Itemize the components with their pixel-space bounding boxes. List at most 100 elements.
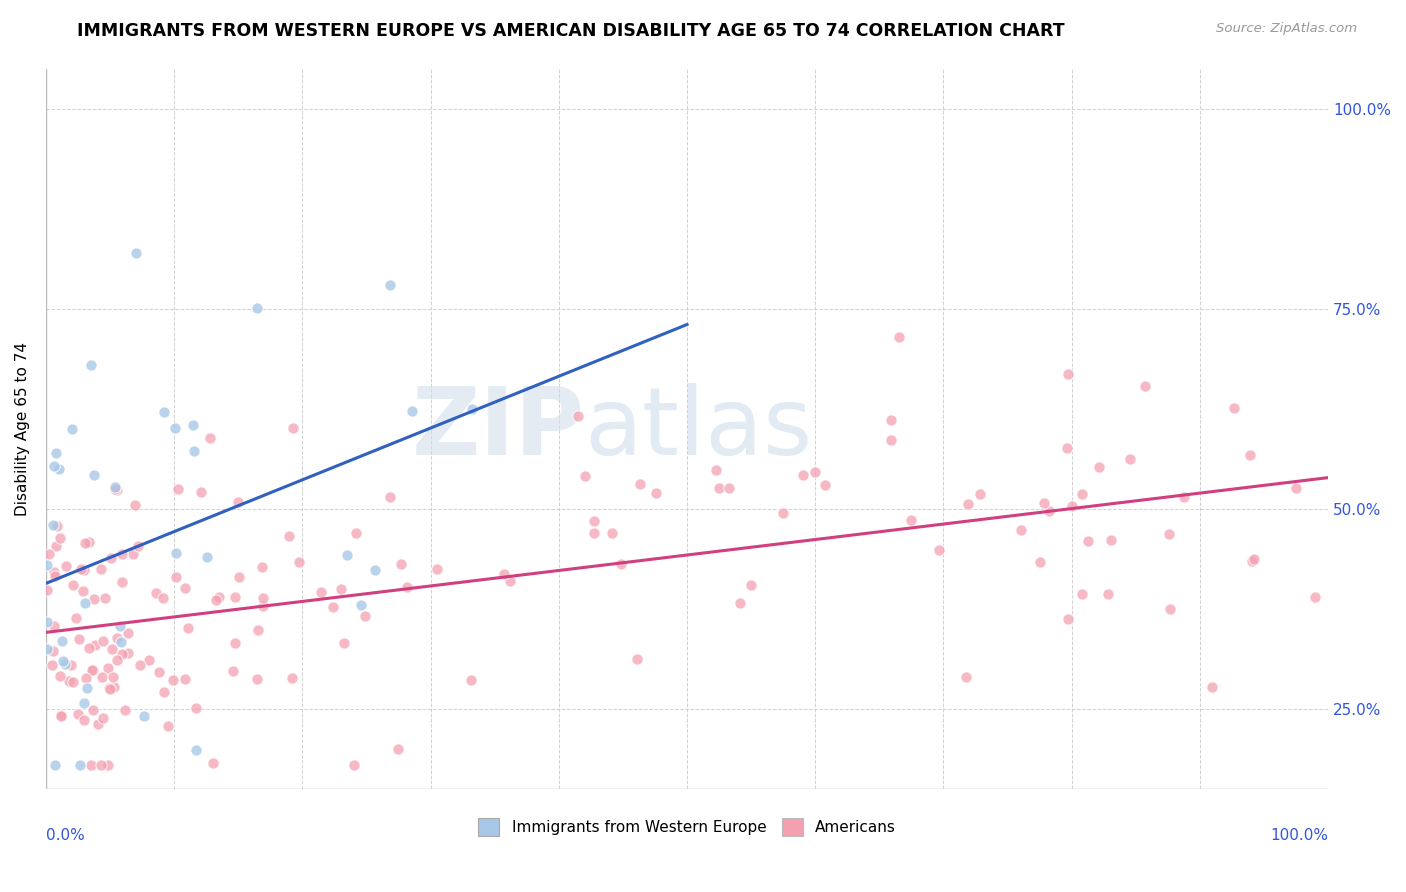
- Point: [1133, 379, 1156, 393]
- Point: [62, 675, 84, 690]
- Point: [201, 756, 224, 770]
- Text: Source: ZipAtlas.com: Source: ZipAtlas.com: [1216, 22, 1357, 36]
- Text: 0.0%: 0.0%: [46, 828, 84, 843]
- Point: [205, 592, 228, 607]
- Point: [626, 652, 648, 666]
- Point: [492, 566, 515, 581]
- Point: [900, 512, 922, 526]
- Point: [51, 634, 73, 648]
- Text: IMMIGRANTS FROM WESTERN EUROPE VS AMERICAN DISABILITY AGE 65 TO 74 CORRELATION C: IMMIGRANTS FROM WESTERN EUROPE VS AMERIC…: [77, 22, 1064, 40]
- Point: [395, 580, 418, 594]
- Point: [1285, 481, 1308, 495]
- Point: [53, 657, 76, 672]
- Point: [117, 647, 139, 661]
- Point: [90, 562, 112, 576]
- Point: [281, 421, 304, 435]
- Point: [48, 669, 70, 683]
- Point: [37, 582, 59, 597]
- Text: ZIP: ZIP: [412, 383, 585, 475]
- Point: [332, 636, 354, 650]
- Point: [73, 714, 96, 728]
- Point: [461, 402, 484, 417]
- Point: [75, 596, 97, 610]
- Point: [73, 536, 96, 550]
- Point: [44, 757, 66, 772]
- Point: [83, 468, 105, 483]
- Point: [207, 590, 229, 604]
- Point: [628, 477, 651, 491]
- Point: [37, 641, 59, 656]
- Point: [117, 626, 139, 640]
- Point: [354, 608, 377, 623]
- Point: [250, 560, 273, 574]
- Point: [105, 653, 128, 667]
- Point: [82, 703, 104, 717]
- Point: [1201, 680, 1223, 694]
- Point: [93, 634, 115, 648]
- Point: [1119, 452, 1142, 467]
- Point: [134, 709, 156, 723]
- Point: [108, 619, 131, 633]
- Point: [1028, 555, 1050, 569]
- Point: [97, 661, 120, 675]
- Point: [69, 562, 91, 576]
- Point: [1241, 554, 1264, 568]
- Point: [82, 663, 104, 677]
- Point: [1173, 490, 1195, 504]
- Point: [460, 673, 482, 687]
- Point: [138, 653, 160, 667]
- Point: [100, 551, 122, 566]
- Point: [177, 621, 200, 635]
- Point: [110, 635, 132, 649]
- Point: [728, 596, 751, 610]
- Point: [364, 563, 387, 577]
- Point: [83, 592, 105, 607]
- Point: [67, 706, 90, 721]
- Point: [44, 569, 66, 583]
- Point: [378, 491, 401, 505]
- Point: [252, 591, 274, 606]
- Point: [122, 547, 145, 561]
- Point: [42, 644, 65, 658]
- Point: [181, 418, 204, 433]
- Point: [957, 497, 980, 511]
- Point: [336, 548, 359, 562]
- Point: [344, 525, 367, 540]
- Point: [41, 658, 63, 673]
- Point: [278, 529, 301, 543]
- Point: [707, 481, 730, 495]
- Point: [105, 483, 128, 497]
- Point: [59, 658, 82, 673]
- Point: [609, 557, 631, 571]
- Point: [498, 574, 520, 589]
- Point: [224, 591, 246, 605]
- Point: [45, 445, 67, 459]
- Point: [1056, 611, 1078, 625]
- Point: [224, 636, 246, 650]
- Point: [37, 558, 59, 572]
- Point: [1056, 368, 1078, 382]
- Point: [582, 525, 605, 540]
- Point: [740, 578, 762, 592]
- Point: [246, 301, 269, 315]
- Point: [91, 670, 114, 684]
- Point: [574, 468, 596, 483]
- Point: [148, 665, 170, 679]
- Point: [195, 549, 218, 564]
- Point: [228, 570, 250, 584]
- Point: [65, 611, 87, 625]
- Point: [226, 494, 249, 508]
- Point: [704, 463, 727, 477]
- Point: [309, 585, 332, 599]
- Point: [928, 542, 950, 557]
- Point: [76, 681, 98, 695]
- Point: [111, 575, 134, 590]
- Point: [77, 534, 100, 549]
- Point: [600, 526, 623, 541]
- Point: [1032, 496, 1054, 510]
- Point: [98, 681, 121, 696]
- Point: [38, 547, 60, 561]
- Point: [879, 434, 901, 448]
- Point: [645, 485, 668, 500]
- Point: [281, 671, 304, 685]
